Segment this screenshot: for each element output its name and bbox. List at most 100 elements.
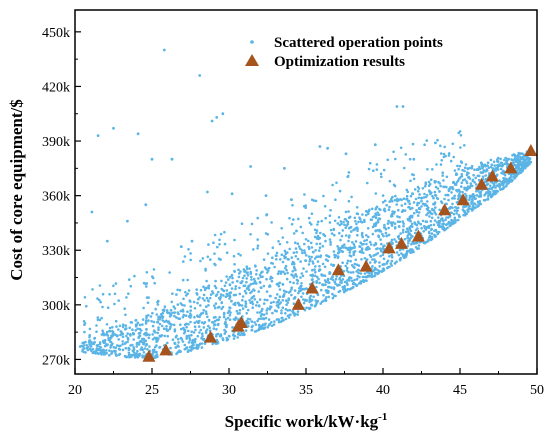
scatter-point — [127, 351, 131, 355]
scatter-point — [402, 222, 405, 225]
scatter-point — [228, 297, 231, 300]
scatter-point — [377, 213, 381, 216]
scatter-point — [486, 164, 489, 167]
scatter-point — [105, 323, 109, 326]
scatter-point — [170, 300, 174, 304]
scatter-point — [452, 155, 456, 159]
scatter-point — [426, 168, 429, 171]
scatter-point — [172, 323, 176, 327]
scatter-point — [374, 242, 378, 246]
scatter-point — [478, 200, 482, 203]
scatter-point — [266, 298, 269, 302]
scatter-point — [291, 309, 295, 313]
scatter-point — [403, 256, 406, 260]
scatter-point — [232, 318, 236, 321]
scatter-point — [308, 296, 312, 300]
scatter-point — [241, 298, 244, 302]
scatter-point — [169, 346, 172, 350]
optimization-point — [291, 297, 305, 310]
scatter-point — [444, 218, 447, 222]
scatter-point — [349, 271, 353, 274]
scatter-point — [196, 301, 199, 305]
scatter-point — [141, 348, 145, 352]
scatter-point — [194, 337, 197, 341]
optimization-point — [159, 343, 173, 356]
scatter-point — [297, 291, 300, 295]
scatter-point — [328, 214, 332, 217]
scatter-point — [201, 334, 204, 338]
scatter-point — [181, 308, 185, 312]
scatter-point — [213, 252, 216, 255]
y-tick-label: 300k — [42, 299, 70, 314]
optimization-point — [456, 193, 470, 206]
scatter-point — [455, 212, 458, 215]
scatter-point — [346, 175, 350, 179]
scatter-point — [213, 233, 217, 237]
scatter-point — [249, 233, 252, 236]
scatter-point — [439, 184, 443, 188]
scatter-point — [379, 248, 383, 251]
scatter-point — [300, 282, 303, 285]
scatter-point — [146, 348, 149, 351]
scatter-point — [491, 181, 494, 184]
scatter-point — [407, 239, 410, 243]
scatter-point — [496, 173, 499, 177]
scatter-point — [338, 250, 341, 254]
scatter-point — [177, 312, 180, 316]
scatter-point — [400, 210, 404, 213]
scatter-point — [324, 216, 328, 220]
scatter-point — [473, 168, 476, 171]
scatter-point — [474, 206, 477, 209]
scatter-point — [388, 205, 391, 209]
scatter-point — [114, 353, 118, 357]
scatter-point — [243, 289, 247, 293]
scatter-point — [496, 160, 500, 163]
scatter-point — [112, 349, 116, 353]
scatter-point — [183, 304, 186, 307]
scatter-point — [469, 195, 472, 198]
scatter-point — [336, 245, 339, 248]
scatter-point — [266, 307, 269, 310]
scatter-point — [100, 316, 103, 320]
scatter-point — [165, 309, 169, 312]
scatter-point — [224, 295, 228, 299]
scatter-point — [355, 277, 359, 281]
scatter-point — [440, 217, 443, 221]
scatter-point — [95, 347, 99, 350]
scatter-point — [384, 227, 388, 231]
scatter-point — [453, 169, 457, 172]
scatter-point — [273, 309, 277, 312]
scatter-point — [117, 353, 121, 357]
scatter-point — [311, 262, 315, 265]
scatter-point — [410, 242, 413, 246]
scatter-point — [498, 183, 502, 187]
scatter-point — [193, 315, 196, 319]
scatter-point — [269, 305, 272, 308]
scatter-point — [224, 318, 228, 321]
scatter-point — [368, 274, 371, 278]
scatter-point — [324, 299, 328, 302]
scatter-point — [158, 322, 162, 326]
scatter-point — [434, 185, 438, 189]
scatter-point — [331, 275, 334, 278]
scatter-point — [196, 334, 200, 338]
scatter-point — [359, 272, 363, 275]
scatter-point — [512, 161, 515, 165]
scatter-point — [438, 220, 441, 224]
scatter-point — [284, 264, 288, 268]
scatter-point — [304, 204, 308, 207]
scatter-point — [190, 330, 193, 334]
scatter-point — [342, 220, 345, 224]
scatter-point — [322, 294, 325, 297]
scatter-point — [367, 235, 370, 239]
scatter-point — [152, 329, 156, 333]
scatter-point — [176, 337, 180, 341]
scatter-point — [243, 274, 246, 278]
scatter-point — [390, 215, 393, 218]
scatter-point — [446, 226, 449, 230]
scatter-point — [184, 290, 187, 294]
scatter-point — [235, 309, 239, 313]
scatter-point — [413, 221, 417, 224]
scatter-point — [317, 249, 321, 252]
scatter-point — [321, 262, 325, 266]
